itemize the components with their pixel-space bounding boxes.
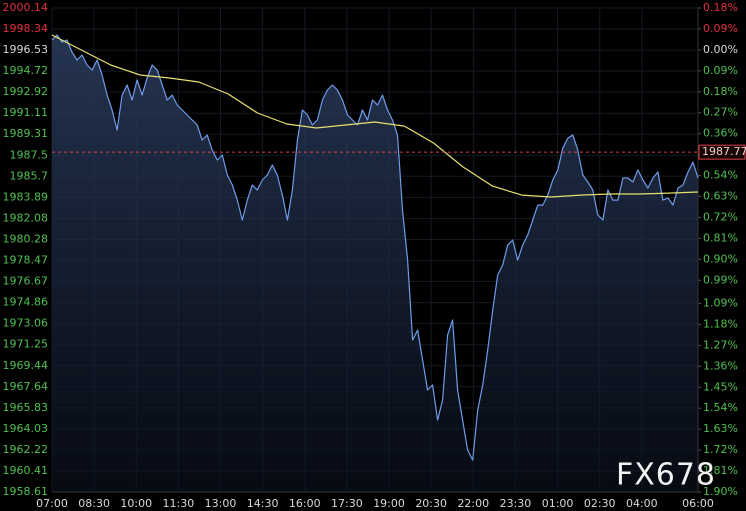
- y-tick-label: 1998.34: [3, 22, 49, 35]
- x-tick-label: 13:00: [205, 497, 237, 510]
- watermark: FX678: [616, 458, 716, 493]
- y-tick-label: 2000.14: [3, 1, 49, 14]
- y2-tick-label: 0.99%: [703, 273, 738, 286]
- y-tick-label: 1971.25: [3, 338, 49, 351]
- y2-tick-label: 0.27%: [703, 106, 738, 119]
- y2-tick-label: 0.81%: [703, 231, 738, 244]
- y-tick-label: 1962.22: [3, 443, 49, 456]
- y2-tick-label: 1.72%: [703, 443, 738, 456]
- y-tick-label: 1965.83: [3, 401, 49, 414]
- y-tick-label: 1985.7: [10, 169, 49, 182]
- y2-tick-label: 1.54%: [703, 401, 738, 414]
- x-tick-label: 17:30: [331, 497, 363, 510]
- x-tick-label: 02:30: [584, 497, 616, 510]
- y-tick-label: 1960.41: [3, 464, 49, 477]
- y2-tick-label: 0.54%: [703, 169, 738, 182]
- x-tick-label: 07:00: [36, 497, 68, 510]
- x-tick-label: 11:30: [163, 497, 195, 510]
- y2-tick-label: 0.72%: [703, 210, 738, 223]
- y2-tick-label: 1.90%: [703, 485, 738, 498]
- y-tick-label: 1989.31: [3, 127, 49, 140]
- y-tick-label: 1994.72: [3, 64, 49, 77]
- y-tick-label: 1969.44: [3, 359, 49, 372]
- x-tick-label: 23:30: [500, 497, 532, 510]
- y-tick-label: 1967.64: [3, 380, 49, 393]
- x-tick-label: 10:00: [120, 497, 152, 510]
- price-line: [51, 34, 699, 198]
- y-tick-label: 1976.67: [3, 275, 49, 288]
- y-tick-label: 1983.89: [3, 190, 49, 203]
- y-tick-label: 1978.47: [3, 254, 49, 267]
- y2-tick-label: 0.09%: [703, 22, 738, 35]
- y-tick-label: 1982.08: [3, 211, 49, 224]
- y2-tick-label: 1.81%: [703, 464, 738, 477]
- y-tick-label: 1974.86: [3, 296, 49, 309]
- x-tick-label: 08:30: [78, 497, 110, 510]
- y2-tick-label: 1.27%: [703, 338, 738, 351]
- y2-tick-label: 1.63%: [703, 422, 738, 435]
- y2-tick-label: 0.09%: [703, 64, 738, 77]
- y-tick-label: 1980.28: [3, 232, 49, 245]
- area-fill: [52, 35, 698, 492]
- x-tick-label: 22:00: [457, 497, 489, 510]
- y2-tick-label: 0.63%: [703, 189, 738, 202]
- y-tick-label: 1987.5: [10, 148, 49, 161]
- last-price-label: 1987.77: [702, 145, 746, 158]
- y2-tick-label: 1.45%: [703, 380, 738, 393]
- y2-tick-label: 0.18%: [703, 1, 738, 14]
- x-tick-label: 04:00: [626, 497, 658, 510]
- y-tick-label: 1992.92: [3, 85, 49, 98]
- y2-tick-label: 1.09%: [703, 297, 738, 310]
- y-tick-label: 1996.53: [3, 43, 49, 56]
- y-tick-label: 1973.06: [3, 317, 49, 330]
- last-price-box: [698, 144, 746, 160]
- y2-tick-label: 0.00%: [703, 43, 738, 56]
- y2-tick-label: 0.36%: [703, 127, 738, 140]
- x-tick-label: 20:30: [415, 497, 447, 510]
- y-tick-label: 1958.61: [3, 485, 49, 498]
- y-tick-label: 1964.03: [3, 422, 49, 435]
- x-tick-label: 06:00: [682, 497, 714, 510]
- x-tick-label: 16:00: [289, 497, 321, 510]
- y2-tick-label: 0.90%: [703, 252, 738, 265]
- y2-tick-label: 1.36%: [703, 359, 738, 372]
- x-tick-label: 14:30: [247, 497, 279, 510]
- y-tick-label: 1991.11: [3, 106, 49, 119]
- y2-tick-label: 1.18%: [703, 317, 738, 330]
- x-tick-label: 19:00: [373, 497, 405, 510]
- y2-tick-label: 0.18%: [703, 85, 738, 98]
- x-tick-label: 01:00: [542, 497, 574, 510]
